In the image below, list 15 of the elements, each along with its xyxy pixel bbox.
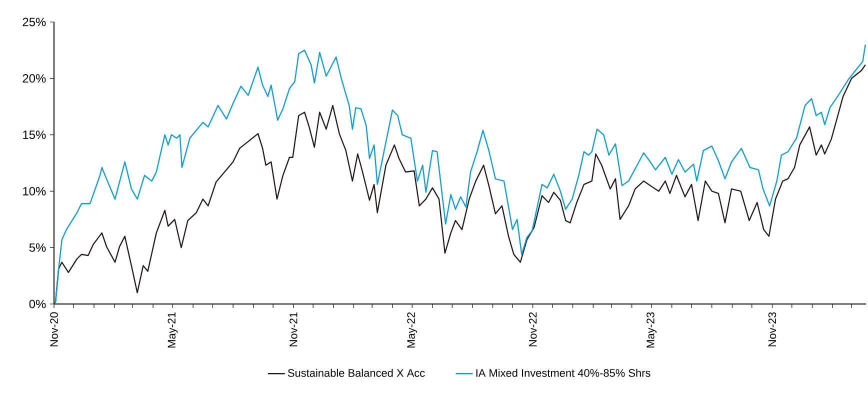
y-tick-label: 10% [23, 186, 46, 196]
x-tick-label: Nov-23 [768, 312, 776, 346]
y-tick-label: 20% [22, 74, 46, 83]
y-tick-label: 5% [29, 243, 46, 252]
y-tick-label: 15% [23, 130, 46, 139]
legend-label: IA Mixed Investment 40%-85% Shrs [476, 368, 650, 377]
x-tick-label: May-22 [407, 312, 418, 348]
legend-label: Sustainable Balanced X Acc [288, 368, 425, 377]
x-tick-label: May-21 [168, 312, 178, 348]
x-tick-label: May-23 [646, 312, 656, 348]
x-tick-label: Nov-21 [290, 312, 298, 346]
y-tick-label: 25% [22, 18, 46, 26]
y-tick-label: 0% [29, 300, 46, 308]
x-tick-label: Nov-20 [50, 312, 58, 346]
x-tick-label: Nov-22 [528, 312, 537, 346]
